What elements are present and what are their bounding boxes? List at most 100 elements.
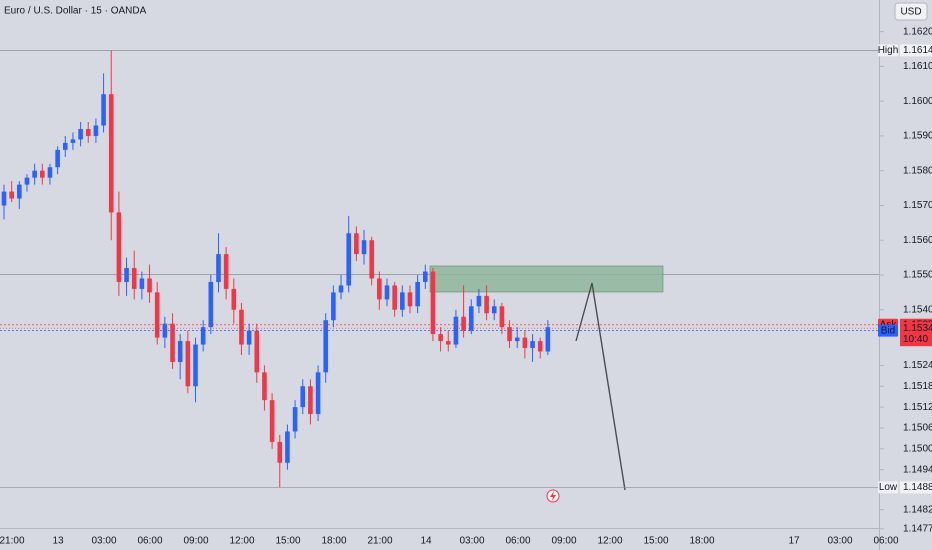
x-tick-label: 03:00 bbox=[827, 536, 852, 547]
last-price-box bbox=[900, 322, 932, 347]
y-tick-label: 1.15400 bbox=[903, 304, 932, 315]
x-tick-label: 18:00 bbox=[689, 536, 714, 547]
candle-body bbox=[108, 94, 114, 213]
marker-value: 1.16146 bbox=[903, 45, 932, 56]
candle-body bbox=[423, 271, 428, 282]
candle-body bbox=[537, 341, 543, 352]
candle-body bbox=[116, 212, 122, 282]
candle-body bbox=[323, 320, 329, 373]
candle-body bbox=[400, 292, 405, 310]
last-price: 1.15347 bbox=[903, 323, 932, 334]
marker-name: Low bbox=[879, 482, 898, 493]
supply-zone bbox=[429, 265, 664, 293]
x-tick-label: 13 bbox=[52, 536, 64, 547]
marker-name-box bbox=[878, 44, 898, 57]
y-tick-label: 1.15700 bbox=[903, 200, 932, 211]
marker-value: 1.14889 bbox=[903, 482, 932, 493]
candle-body bbox=[514, 337, 520, 342]
candle-body bbox=[246, 330, 252, 345]
chart-title: Euro / U.S. Dollar · 15 · OANDA bbox=[4, 6, 147, 17]
candle-body bbox=[223, 254, 229, 289]
y-tick-label: 1.14940 bbox=[903, 464, 932, 475]
candle-body bbox=[300, 386, 306, 408]
y-tick-label: 1.15900 bbox=[903, 131, 932, 142]
candle-body bbox=[476, 295, 482, 307]
x-tick-label: 12:00 bbox=[229, 536, 254, 547]
candle-body bbox=[269, 400, 275, 442]
candle-body bbox=[24, 177, 30, 185]
candle-body bbox=[101, 94, 106, 126]
y-tick-label: 1.15000 bbox=[903, 443, 932, 454]
candle-body bbox=[262, 372, 267, 401]
candle-body bbox=[545, 327, 551, 352]
y-tick-label: 1.15060 bbox=[903, 423, 932, 434]
candle-body bbox=[147, 278, 152, 293]
candle-body bbox=[308, 386, 313, 415]
candle-body bbox=[507, 327, 512, 342]
candle-body bbox=[445, 341, 451, 345]
candle-body bbox=[438, 334, 443, 342]
candle-body bbox=[377, 278, 382, 300]
candle-body bbox=[231, 288, 237, 310]
y-tick-label: 1.14770 bbox=[903, 523, 932, 534]
candle-body bbox=[239, 309, 244, 345]
candle-body bbox=[78, 128, 83, 140]
marker-name-box bbox=[878, 481, 898, 494]
y-tick-label: 1.15600 bbox=[903, 235, 932, 246]
x-tick-label: 12:00 bbox=[597, 536, 622, 547]
currency-label: USD bbox=[900, 7, 921, 18]
y-tick-label: 1.15240 bbox=[903, 360, 932, 371]
candle-body bbox=[430, 271, 436, 335]
y-tick-label: 1.16100 bbox=[903, 61, 932, 72]
candle-body bbox=[32, 170, 37, 178]
marker-value-box bbox=[900, 44, 932, 57]
marker-value-box bbox=[900, 481, 932, 494]
candle-body bbox=[415, 281, 420, 307]
x-tick-label: 03:00 bbox=[459, 536, 484, 547]
candle-body bbox=[124, 268, 129, 282]
currency-button[interactable] bbox=[894, 2, 928, 21]
candle-body bbox=[491, 306, 497, 314]
candle-body bbox=[85, 128, 91, 136]
x-tick-label: 06:00 bbox=[137, 536, 162, 547]
x-tick-label: 06:00 bbox=[873, 536, 898, 547]
candle-body bbox=[522, 337, 528, 349]
x-tick-label: 21:00 bbox=[0, 536, 25, 547]
candle-body bbox=[131, 268, 137, 289]
candle-body bbox=[139, 278, 145, 289]
candle-body bbox=[384, 285, 390, 300]
marker-name: High bbox=[878, 45, 899, 56]
y-tick-label: 1.15500 bbox=[903, 270, 932, 281]
x-tick-label: 14 bbox=[420, 536, 432, 547]
candle-body bbox=[292, 407, 298, 432]
x-tick-label: 17 bbox=[788, 536, 800, 547]
x-tick-label: 15:00 bbox=[643, 536, 668, 547]
marker-name: Bid bbox=[881, 325, 895, 336]
candle-body bbox=[208, 281, 214, 328]
candle-body bbox=[93, 125, 99, 136]
candle-body bbox=[461, 316, 466, 331]
candle-body bbox=[331, 292, 336, 321]
candle-body bbox=[70, 139, 76, 143]
candle-body bbox=[216, 254, 221, 282]
candle-body bbox=[62, 142, 68, 150]
candle-body bbox=[499, 306, 505, 328]
x-tick-label: 21:00 bbox=[367, 536, 392, 547]
candle-body bbox=[346, 233, 351, 286]
x-tick-label: 15:00 bbox=[275, 536, 300, 547]
x-tick-label: 09:00 bbox=[551, 536, 576, 547]
countdown: 10:40 bbox=[903, 334, 928, 345]
y-tick-label: 1.16200 bbox=[903, 26, 932, 37]
event-icon-bolt bbox=[550, 491, 556, 501]
candle-body bbox=[200, 327, 206, 345]
candle-body bbox=[17, 184, 22, 199]
candle-body bbox=[170, 323, 175, 362]
candle-body bbox=[40, 170, 45, 178]
candle-body bbox=[484, 295, 489, 314]
candle-body bbox=[193, 344, 198, 387]
candle-body bbox=[407, 292, 413, 307]
candle-body bbox=[315, 372, 321, 415]
y-tick-label: 1.15120 bbox=[903, 402, 932, 413]
candle-body bbox=[154, 292, 160, 338]
